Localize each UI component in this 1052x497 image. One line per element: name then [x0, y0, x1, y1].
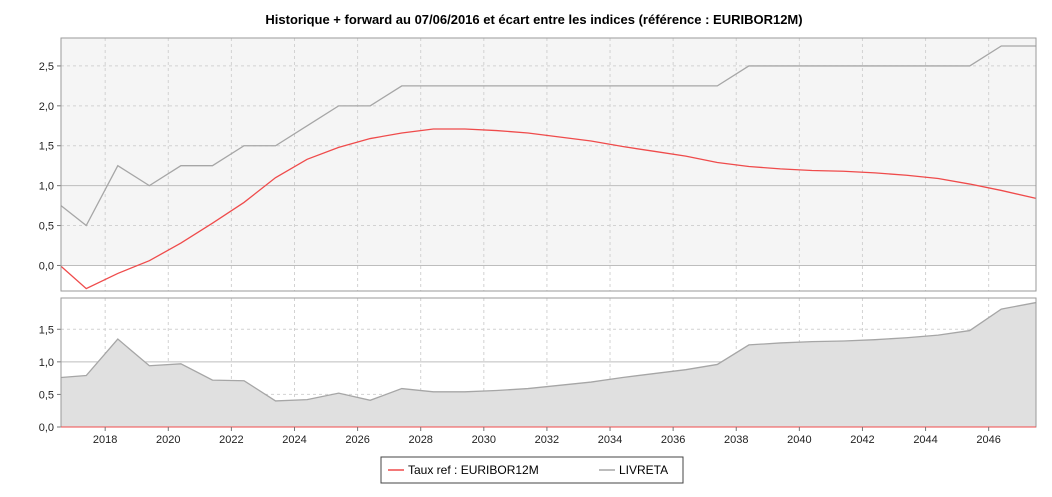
top-y-tick-label: 0,0 — [39, 260, 54, 272]
bottom-y-tick-label: 1,0 — [39, 357, 54, 369]
x-tick-label: 2036 — [661, 434, 685, 446]
x-tick-label: 2044 — [913, 434, 937, 446]
top-panel: 0,0 0,5 1,0 1,5 2,0 2,5 — [39, 37, 1037, 292]
legend: Taux ref : EURIBOR12M LIVRETA — [380, 456, 684, 484]
x-tick-label: 2022 — [219, 434, 243, 446]
bottom-panel: 0,0 0,5 1,0 1,5 — [39, 297, 1037, 434]
bottom-y-tick-label: 1,5 — [39, 324, 54, 336]
top-y-tick-label: 2,5 — [39, 61, 54, 73]
top-band — [61, 38, 1036, 266]
bottom-series-line-0 — [60, 301, 1037, 402]
x-tick-label: 2028 — [408, 434, 432, 446]
x-tick-label: 2018 — [93, 434, 117, 446]
x-tick-label: 2030 — [472, 434, 496, 446]
top-y-tick-label: 2,0 — [39, 101, 54, 113]
bottom-y-tick-label: 0,5 — [39, 389, 54, 401]
top-y-tick-label: 1,0 — [39, 181, 54, 193]
chart-title: Historique + forward au 07/06/2016 et éc… — [265, 12, 802, 27]
x-tick-label: 2032 — [535, 434, 559, 446]
top-series-line-1 — [60, 45, 1036, 227]
x-tick-label: 2034 — [598, 434, 622, 446]
x-tick-label: 2042 — [850, 434, 874, 446]
x-tick-label: 2024 — [282, 434, 306, 446]
x-tick-label: 2040 — [787, 434, 811, 446]
legend-label-1: LIVRETA — [619, 463, 668, 477]
x-tick-label: 2026 — [345, 434, 369, 446]
top-frame — [60, 37, 1037, 292]
legend-box — [380, 456, 684, 484]
top-y-tick-label: 1,5 — [39, 141, 54, 153]
legend-label-0: Taux ref : EURIBOR12M — [408, 463, 539, 477]
bottom-y-tick-label: 0,0 — [39, 422, 54, 434]
x-tick-label: 2038 — [724, 434, 748, 446]
top-series-line-0 — [60, 128, 1037, 290]
bottom-area-fill — [61, 302, 1036, 427]
top-y-tick-label: 0,5 — [39, 221, 54, 233]
x-axis: 2018 2020 2022 2024 2026 2028 2030 2032 2034 2036… — [61, 426, 1036, 446]
x-tick-label: 2046 — [976, 434, 1000, 446]
x-tick-label: 2020 — [156, 434, 180, 446]
